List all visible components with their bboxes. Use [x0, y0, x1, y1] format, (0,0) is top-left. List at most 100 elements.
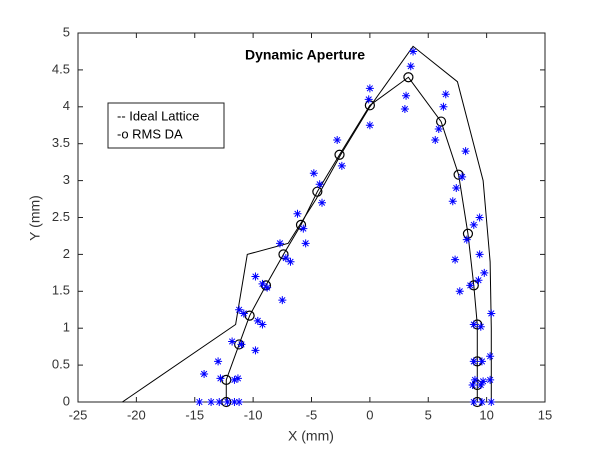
x-tick-label: 5 — [425, 407, 432, 422]
marker-star — [251, 346, 260, 355]
x-tick-label: 15 — [538, 407, 552, 422]
marker-star — [479, 377, 488, 386]
x-tick-label: -25 — [69, 407, 88, 422]
marker-star — [409, 47, 418, 56]
marker-star — [475, 250, 484, 259]
x-tick-label: -20 — [127, 407, 146, 422]
marker-star — [253, 316, 262, 325]
marker-star — [466, 281, 475, 290]
marker-star — [469, 320, 478, 329]
marker-star — [452, 183, 461, 192]
marker-star — [365, 84, 374, 93]
marker-star — [216, 374, 225, 383]
marker-star — [462, 235, 471, 244]
marker-star — [275, 239, 284, 248]
marker-star — [235, 398, 244, 406]
marker-star — [470, 375, 479, 384]
marker-star — [301, 239, 310, 248]
y-tick-label: 2.5 — [52, 209, 70, 224]
legend-entry: -o RMS DA — [117, 126, 183, 141]
y-tick-label: 4.5 — [52, 61, 70, 76]
marker-circle — [244, 310, 255, 321]
x-axis-label: X (mm) — [288, 428, 334, 444]
marker-star — [235, 305, 244, 314]
x-tick-label: 10 — [479, 407, 493, 422]
marker-star — [487, 309, 496, 318]
marker-star — [448, 197, 457, 206]
marker-star — [469, 220, 478, 229]
y-tick-label: 1.5 — [52, 283, 70, 298]
marker-star — [251, 272, 260, 281]
marker-circle — [334, 149, 345, 160]
y-tick-label: 3 — [63, 172, 70, 187]
marker-star — [461, 147, 470, 156]
marker-star — [278, 296, 287, 305]
y-tick-label: 0 — [63, 393, 70, 408]
y-tick-label: 5 — [63, 24, 70, 39]
legend-box — [107, 102, 225, 149]
marker-star — [469, 357, 478, 366]
marker-star — [233, 374, 242, 383]
series-line — [122, 45, 492, 403]
marker-star — [258, 279, 267, 288]
marker-star — [214, 357, 223, 366]
marker-star — [299, 224, 308, 233]
marker-star — [477, 357, 486, 366]
marker-star — [315, 180, 324, 189]
marker-star — [207, 398, 216, 406]
marker-circle — [453, 169, 464, 180]
marker-star — [487, 398, 496, 406]
marker-star — [333, 136, 342, 145]
marker-star — [337, 161, 346, 170]
marker-star — [281, 254, 290, 263]
x-tick-label: 0 — [366, 407, 373, 422]
marker-star — [318, 198, 327, 207]
marker-star — [441, 90, 450, 99]
marker-star — [286, 257, 295, 266]
marker-star — [480, 268, 489, 277]
x-tick-label: -5 — [306, 407, 318, 422]
chart-title: Dynamic Aperture — [245, 47, 365, 63]
marker-star — [431, 136, 440, 145]
marker-star — [477, 398, 486, 406]
marker-star — [230, 375, 239, 384]
marker-star — [468, 381, 477, 390]
y-tick-label: 0.5 — [52, 357, 70, 372]
marker-star — [475, 213, 484, 222]
marker-circle — [295, 219, 307, 230]
plot-area — [77, 32, 546, 403]
marker-star — [263, 283, 272, 292]
marker-star — [309, 169, 318, 178]
marker-star — [215, 398, 224, 406]
y-tick-label: 2 — [63, 246, 70, 261]
marker-star — [476, 322, 485, 331]
marker-star — [365, 121, 374, 130]
marker-star — [402, 91, 411, 100]
marker-star — [364, 95, 373, 104]
marker-circle — [403, 72, 414, 83]
marker-star — [458, 172, 467, 181]
y-axis-label: Y (mm) — [27, 195, 43, 241]
y-tick-label: 1 — [63, 320, 70, 335]
marker-star — [439, 102, 448, 111]
marker-star — [237, 340, 246, 349]
marker-star — [451, 255, 460, 264]
marker-star — [474, 276, 483, 285]
marker-star — [486, 375, 495, 384]
marker-star — [406, 62, 415, 71]
marker-star — [230, 398, 239, 406]
marker-star — [195, 398, 204, 406]
marker-circle — [278, 249, 289, 260]
marker-star — [434, 124, 443, 133]
marker-star — [469, 398, 478, 406]
marker-star — [200, 369, 209, 378]
marker-star — [293, 209, 302, 218]
x-tick-label: -10 — [244, 407, 263, 422]
marker-star — [486, 352, 495, 361]
marker-star — [258, 320, 267, 329]
legend-entry: -- Ideal Lattice — [117, 108, 199, 123]
marker-star — [239, 309, 248, 318]
marker-star — [223, 398, 232, 406]
